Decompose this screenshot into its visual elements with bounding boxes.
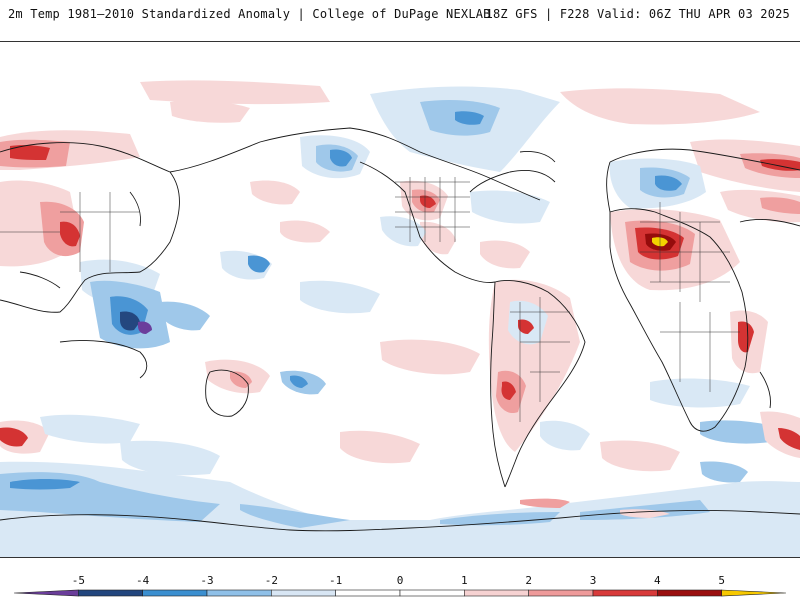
asia-west-anomalies	[0, 180, 272, 454]
colorbar-swatch	[206, 589, 272, 597]
colorbar-svg	[13, 589, 787, 597]
colorbar-swatch	[657, 589, 722, 597]
colorbar-swatches	[13, 589, 787, 597]
colorbar-tick-label: 0	[396, 574, 404, 587]
colorbar-tick-label: 3	[589, 574, 597, 587]
anomaly-map	[0, 41, 800, 558]
colorbar-tick-label: -3	[200, 574, 214, 587]
colorbar-tick-label: -2	[264, 574, 278, 587]
product-title: 2m Temp 1981–2010 Standardized Anomaly |…	[8, 7, 491, 21]
colorbar-tick-label: 2	[525, 574, 532, 587]
colorbar-swatch	[335, 589, 401, 597]
colorbar-swatch	[399, 589, 465, 597]
colorbar-swatch	[464, 589, 529, 597]
colorbar: -5 -4 -3 -2 -1 0 1 2 3 4 5	[0, 570, 800, 600]
eurasia-africa-anomalies	[609, 158, 800, 458]
colorbar-tick-label: -1	[329, 574, 343, 587]
north-america-anomalies	[300, 135, 550, 269]
colorbar-swatch	[142, 589, 208, 597]
colorbar-tick-label: 4	[654, 574, 661, 587]
colorbar-swatch	[592, 589, 658, 597]
pacific-anomalies	[120, 100, 748, 483]
colorbar-tick-label: -4	[136, 574, 150, 587]
colorbar-swatch	[528, 589, 594, 597]
colorbar-swatch	[271, 589, 336, 597]
colorbar-tick-label: 1	[461, 574, 468, 587]
northern-anomalies	[0, 80, 800, 192]
colorbar-tick-label: 5	[718, 574, 725, 587]
colorbar-swatch	[13, 589, 79, 597]
model-valid-time: 18Z GFS | F228 Valid: 06Z THU APR 03 202…	[485, 7, 790, 21]
borders	[0, 177, 740, 422]
colorbar-swatch	[78, 589, 143, 597]
colorbar-tick-label: -5	[71, 574, 85, 587]
antarctica-anomaly	[0, 461, 800, 557]
header: 2m Temp 1981–2010 Standardized Anomaly |…	[0, 0, 800, 30]
colorbar-swatch	[721, 589, 787, 597]
map-svg	[0, 80, 800, 557]
coastlines	[0, 127, 800, 532]
south-america-anomalies	[488, 279, 590, 452]
